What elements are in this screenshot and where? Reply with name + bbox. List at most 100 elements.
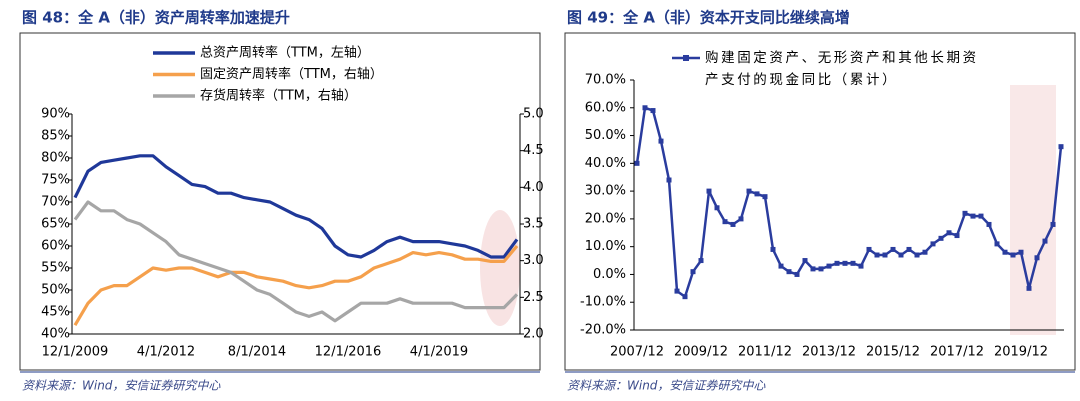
point xyxy=(802,258,808,264)
point xyxy=(874,252,880,258)
point xyxy=(730,221,736,227)
x-tick-label: 2019/12 xyxy=(994,345,1048,360)
highlight xyxy=(480,210,520,326)
point xyxy=(826,263,832,269)
y-tick-label: 60.0% xyxy=(585,100,626,115)
point xyxy=(1050,221,1056,227)
y-tick-label: 75% xyxy=(41,173,70,188)
y-tick-label: 85% xyxy=(41,129,70,144)
point xyxy=(746,188,752,194)
point xyxy=(674,288,680,294)
point xyxy=(946,230,952,236)
point xyxy=(650,108,656,114)
point xyxy=(914,252,920,258)
x-tick-label: 12/1/2016 xyxy=(315,345,382,360)
chart-title: 图 48：全 A（非）资产周转率加速提升 xyxy=(22,9,290,27)
x-tick-label: 4/1/2012 xyxy=(137,345,195,360)
y-tick-label: 90% xyxy=(41,107,70,122)
y-tick-label: -20.0% xyxy=(580,323,626,338)
point xyxy=(858,263,864,269)
point xyxy=(690,269,696,275)
x-tick-label: 2015/12 xyxy=(866,345,920,360)
x-tick-label: 2013/12 xyxy=(802,345,856,360)
y-tick-label: 40.0% xyxy=(585,156,626,171)
y2-tick-label: 2.5 xyxy=(523,290,544,305)
point xyxy=(938,235,944,241)
point xyxy=(1034,255,1040,261)
point xyxy=(658,138,664,144)
point xyxy=(1026,285,1032,291)
x-tick-label: 2017/12 xyxy=(930,345,984,360)
y-tick-label: 55% xyxy=(41,261,70,276)
point xyxy=(1058,144,1064,150)
highlight xyxy=(1010,85,1056,335)
point xyxy=(1010,252,1016,258)
x-tick-label: 12/1/2009 xyxy=(42,345,109,360)
point xyxy=(1042,238,1048,244)
point xyxy=(754,191,760,197)
point xyxy=(770,246,776,252)
point xyxy=(778,263,784,269)
point xyxy=(738,216,744,222)
point xyxy=(762,194,768,200)
point xyxy=(842,260,848,266)
point xyxy=(714,205,720,211)
y-tick-label: 40% xyxy=(41,327,70,342)
series-line xyxy=(73,244,519,327)
legend-label: 总资产周转率（TTM，左轴） xyxy=(200,45,370,61)
y2-tick-label: 4.0 xyxy=(523,180,544,195)
point xyxy=(898,252,904,258)
point xyxy=(930,241,936,247)
x-tick-label: 2009/12 xyxy=(674,345,728,360)
y2-tick-label: 2.0 xyxy=(523,327,544,342)
point xyxy=(994,241,1000,247)
x-tick-label: 2011/12 xyxy=(738,345,792,360)
point xyxy=(850,260,856,266)
point xyxy=(810,266,816,272)
x-tick-label: 4/1/2019 xyxy=(410,345,468,360)
point xyxy=(698,258,704,264)
y2-tick-label: 3.0 xyxy=(523,253,544,268)
y-tick-label: 50% xyxy=(41,283,70,298)
y-tick-label: 20.0% xyxy=(585,211,626,226)
y-tick-label: 70.0% xyxy=(585,73,626,88)
point xyxy=(986,221,992,227)
legend-swatch xyxy=(683,55,689,61)
panel-frame xyxy=(564,32,1076,371)
point xyxy=(642,105,648,111)
point xyxy=(682,294,688,300)
source: 资料来源：Wind，安信证券研究中心 xyxy=(22,379,221,393)
y-tick-label: 30.0% xyxy=(585,184,626,199)
point xyxy=(706,188,712,194)
y-tick-label: 70% xyxy=(41,195,70,210)
point xyxy=(634,160,640,166)
legend-label: 购建固定资产、无形资产和其他长期资产支付的现金同比（累计） xyxy=(705,50,979,88)
point xyxy=(866,246,872,252)
point xyxy=(922,249,928,255)
y-tick-label: 10.0% xyxy=(585,239,626,254)
x-tick-label: 2007/12 xyxy=(610,345,664,360)
y-tick-label: 60% xyxy=(41,239,70,254)
x-tick-label: 8/1/2014 xyxy=(228,345,286,360)
point xyxy=(1002,249,1008,255)
y2-tick-label: 4.5 xyxy=(523,143,544,158)
point xyxy=(954,233,960,239)
y-tick-label: 0.0% xyxy=(593,267,626,282)
source: 资料来源：Wind，安信证券研究中心 xyxy=(567,379,766,393)
point xyxy=(834,260,840,266)
point xyxy=(666,177,672,183)
series-line xyxy=(635,106,1063,298)
legend-label: 固定资产周转率（TTM，右轴） xyxy=(200,66,383,82)
y-tick-label: -10.0% xyxy=(580,295,626,310)
series-line xyxy=(73,154,519,259)
legend-label: 存货周转率（TTM，右轴） xyxy=(200,88,357,104)
point xyxy=(722,219,728,225)
point xyxy=(786,269,792,275)
point xyxy=(962,210,968,216)
y-tick-label: 65% xyxy=(41,217,70,232)
point xyxy=(794,271,800,277)
y2-tick-label: 5.0 xyxy=(523,107,544,122)
point xyxy=(1018,249,1024,255)
chart-title: 图 49：全 A（非）资本开支同比继续高增 xyxy=(567,9,850,27)
